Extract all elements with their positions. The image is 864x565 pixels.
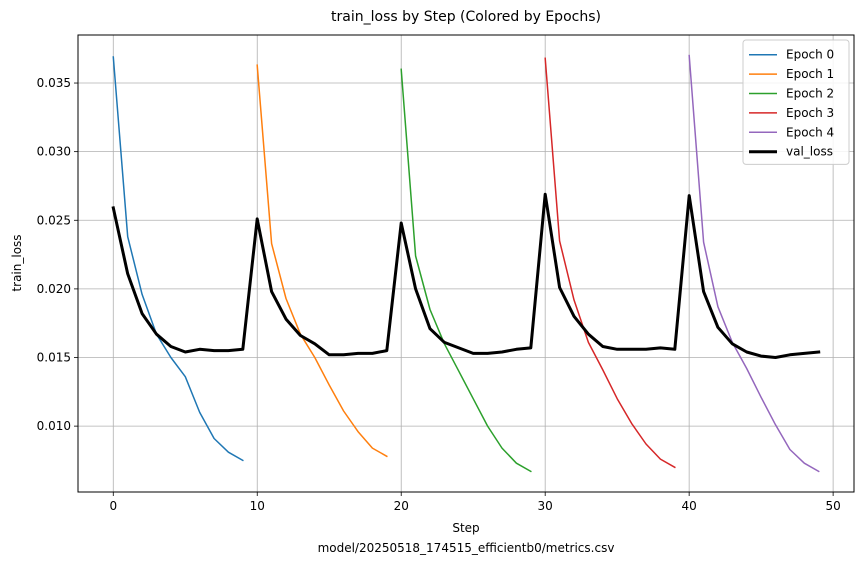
y-tick-label: 0.035	[37, 76, 71, 90]
y-tick-label: 0.015	[37, 351, 71, 365]
grid-layer	[78, 35, 854, 492]
series-line-val-loss	[111, 192, 821, 359]
y-tick-label: 0.030	[37, 145, 71, 159]
x-tick-label: 50	[825, 499, 840, 513]
x-tick-label: 30	[538, 499, 553, 513]
y-tick-label: 0.025	[37, 213, 71, 227]
series-line-epoch-2	[400, 68, 532, 473]
legend-label-epoch-2: Epoch 2	[786, 87, 834, 101]
chart-subtitle: model/20250518_174515_efficientb0/metric…	[318, 541, 615, 555]
series-layer	[111, 54, 821, 473]
legend-label-val-loss: val_loss	[786, 145, 833, 159]
tick-layer: 0 10 20 30 40 50 0.010 0.015 0.020 0.025 0.030 0.03…	[37, 76, 841, 513]
series-line-epoch-0	[112, 56, 244, 462]
legend-label-epoch-3: Epoch 3	[786, 106, 834, 120]
y-axis-label: train_loss	[10, 234, 24, 291]
x-axis-label: Step	[452, 521, 479, 535]
legend-label-epoch-0: Epoch 0	[786, 48, 834, 62]
legend-box	[742, 39, 850, 165]
legend-label-epoch-4: Epoch 4	[786, 125, 834, 139]
chart-title: train_loss by Step (Colored by Epochs)	[331, 9, 601, 25]
y-tick-label: 0.020	[37, 282, 71, 296]
x-tick-label: 10	[250, 499, 265, 513]
y-tick-label: 0.010	[37, 419, 71, 433]
legend-label-epoch-1: Epoch 1	[786, 67, 834, 81]
series-line-epoch-3	[544, 57, 676, 469]
x-tick-label: 20	[394, 499, 409, 513]
legend: Epoch 0 Epoch 1 Epoch 2 Epoch 3 Epoch 4 val_l…	[742, 39, 850, 165]
plot-frame	[77, 34, 855, 493]
series-line-epoch-1	[256, 64, 388, 458]
series-line-epoch-4	[688, 54, 820, 473]
x-tick-label: 40	[682, 499, 697, 513]
x-tick-label: 0	[109, 499, 117, 513]
